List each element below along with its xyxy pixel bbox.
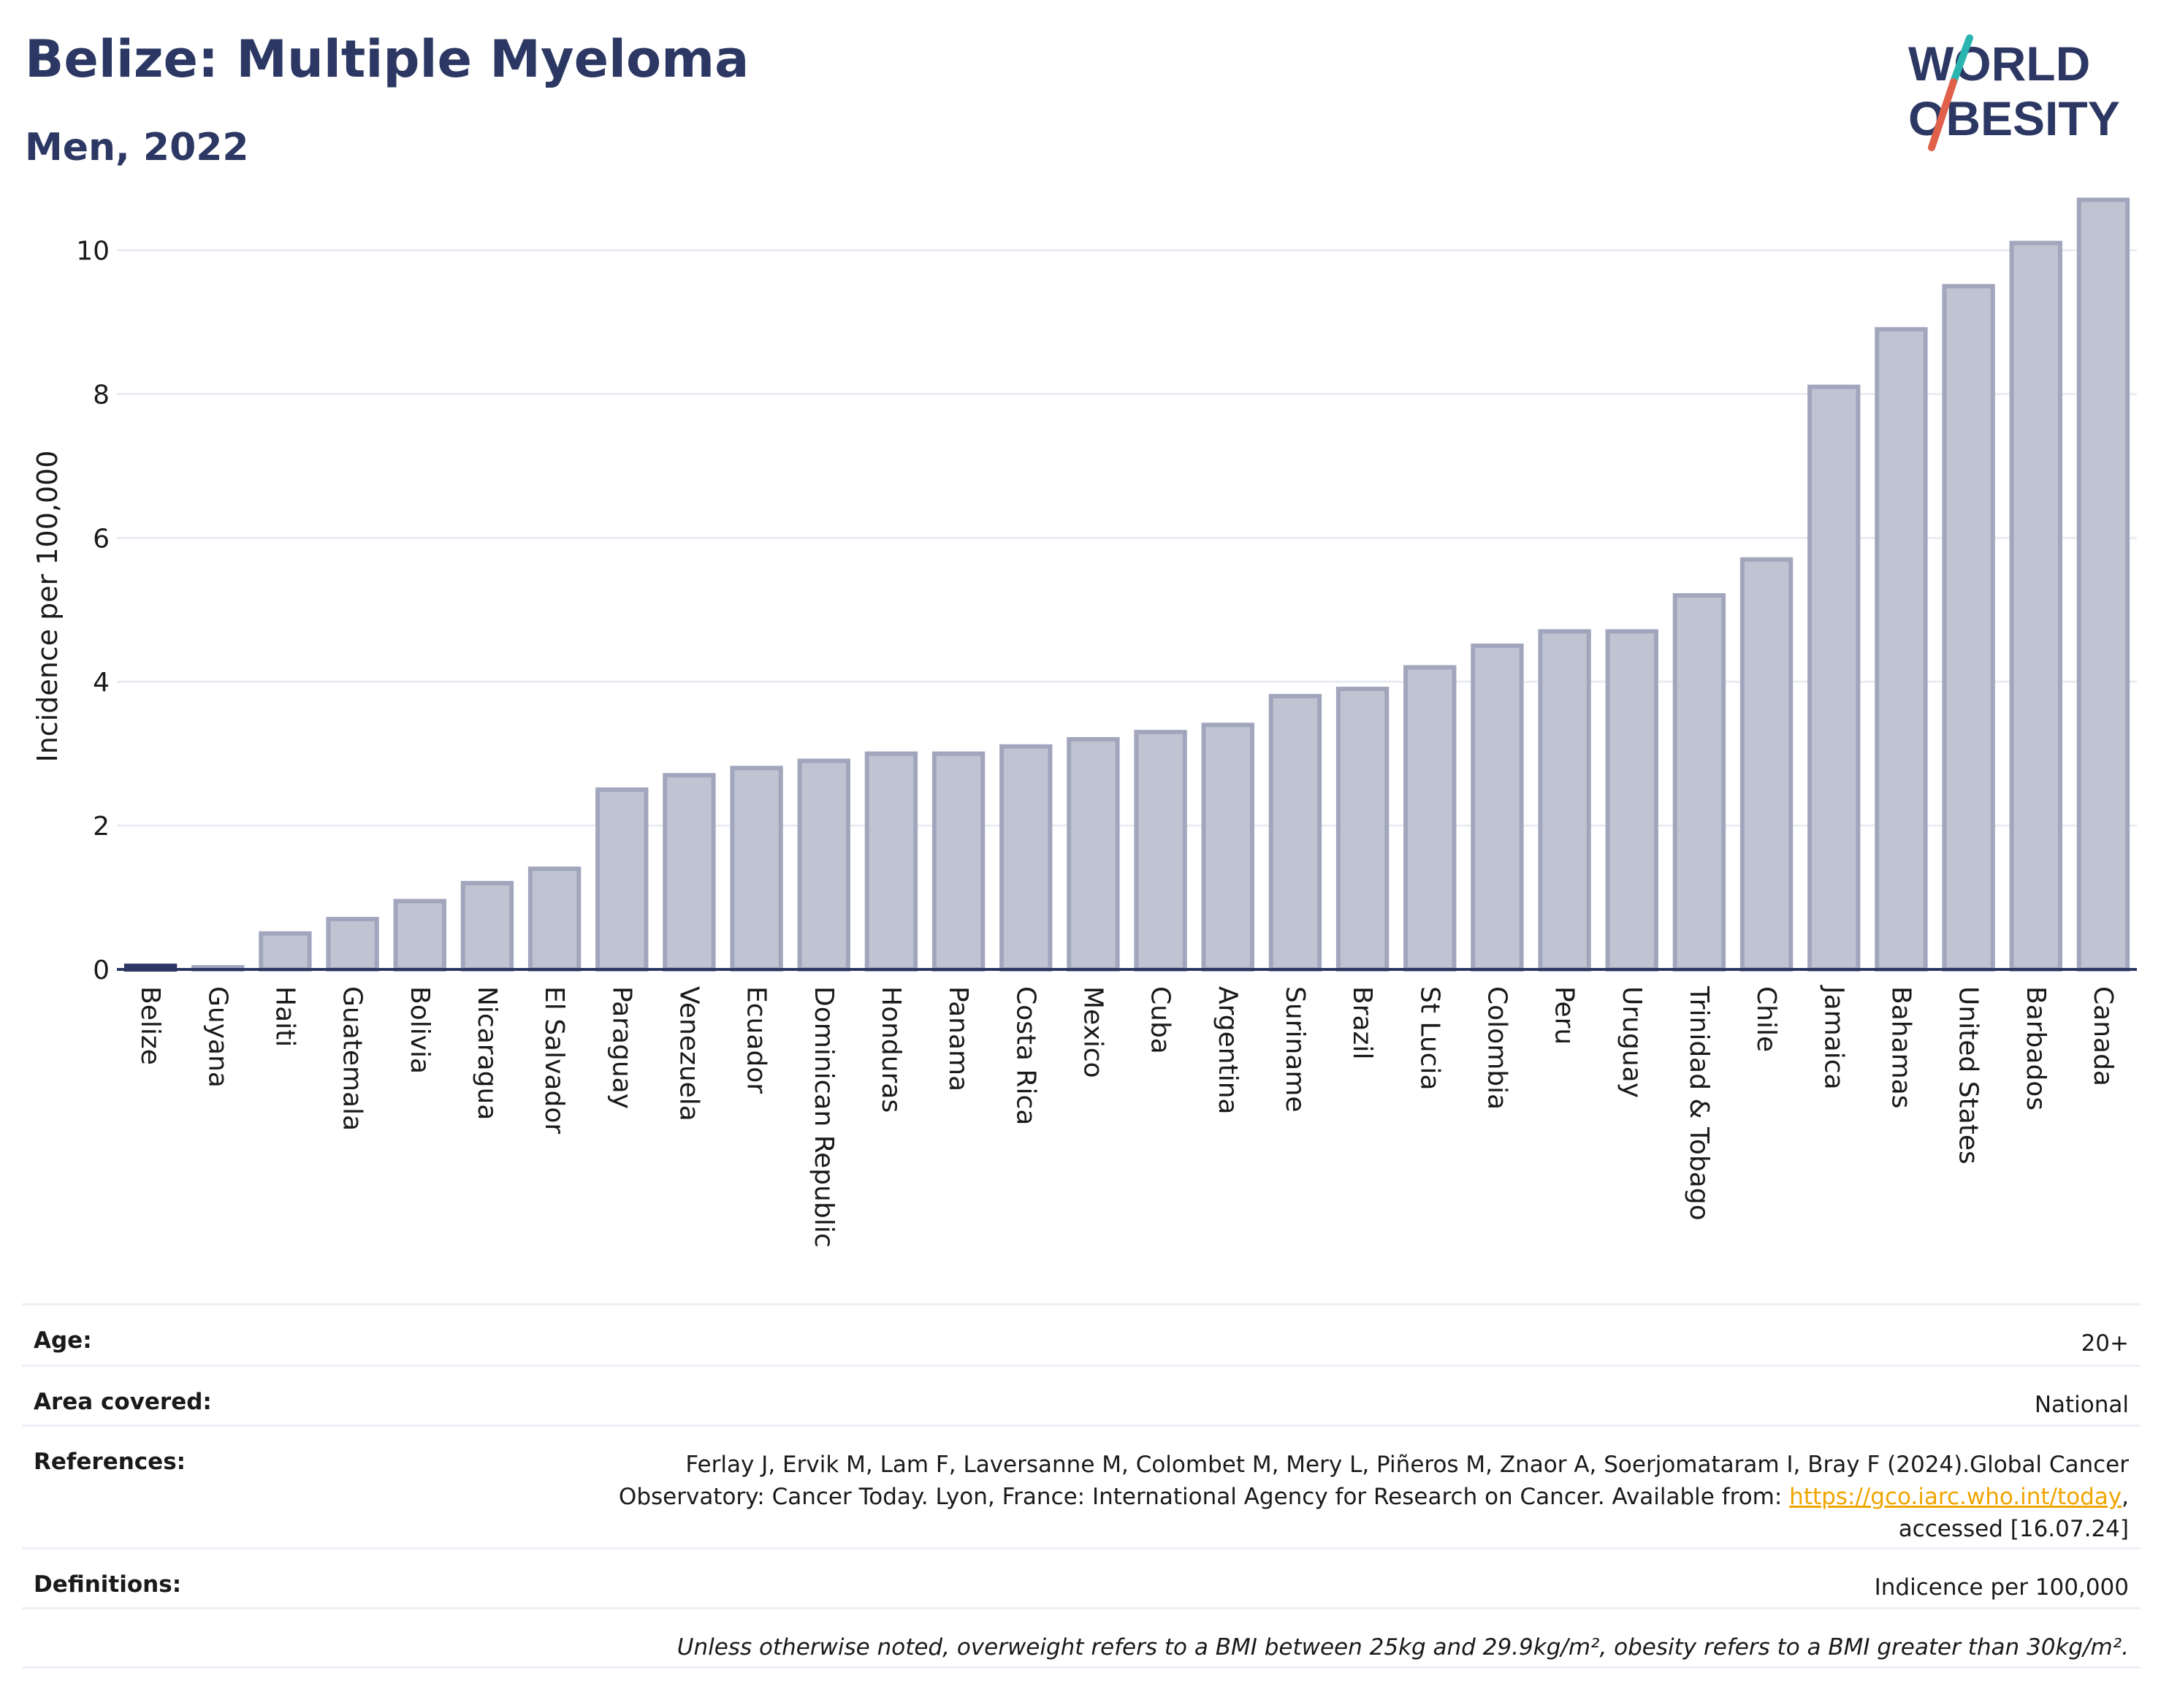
x-tick-label: Panama [943,986,973,1091]
x-tick-label: Colombia [1482,986,1512,1110]
x-tick-label: Mexico [1078,986,1108,1078]
y-tick-label: 4 [93,668,110,698]
bar-chile [1739,557,1794,972]
x-tick-label: Bolivia [405,986,435,1074]
age-label: Age: [34,1327,92,1354]
definitions-value: Indicence per 100,000 [1874,1574,2129,1601]
bar-uruguay [1605,629,1658,972]
x-tick-label: Argentina [1213,986,1243,1115]
references-row: References: Ferlay J, Ervik M, Lam F, La… [22,1425,2141,1547]
age-value: 20+ [2081,1330,2129,1357]
x-tick-label: St Lucia [1414,986,1444,1091]
y-axis-label: Incidence per 100,000 [31,450,64,762]
bar-panama [931,751,986,972]
y-tick-label: 10 [76,236,110,266]
x-tick-label: Belize [135,986,165,1065]
references-line1: Ferlay J, Ervik M, Lam F, Laversanne M, … [685,1452,2129,1478]
bar-brazil [1335,687,1390,972]
bar-cuba [1134,730,1187,972]
bmi-note: Unless otherwise noted, overweight refer… [676,1634,2129,1661]
x-tick-label: United States [1954,986,1983,1164]
bar-jamaica [1807,384,1861,972]
x-tick-label: Haiti [270,986,300,1047]
y-tick-label: 8 [93,380,110,410]
y-tick-label: 2 [93,812,110,842]
area-label: Area covered: [34,1389,212,1415]
bar-suriname [1268,693,1322,972]
x-tick-label: Nicaragua [472,986,502,1120]
bar-argentina [1201,723,1254,972]
x-tick-label: Jamaica [1818,985,1848,1090]
bar-colombia [1471,643,1524,972]
chart-subtitle: Men, 2022 [25,126,249,169]
references-link[interactable]: https://gco.iarc.who.int/today [1789,1484,2122,1510]
bar-barbados [2009,240,2062,972]
bar-honduras [864,751,918,972]
bar-bolivia [393,899,446,972]
bar-venezuela [663,773,716,972]
x-tick-label: Peru [1550,986,1579,1045]
world-obesity-logo: WORLD OBESITY [1908,34,2120,151]
x-tick-label: Venezuela [674,986,704,1121]
x-tick-label: Chile [1751,986,1781,1052]
x-tick-label: Brazil [1347,986,1377,1059]
x-tick-label: Trinidad & Tobago [1684,985,1714,1221]
bar-united-states [1942,283,1995,972]
bar-nicaragua [460,880,514,972]
bar-peru [1538,629,1591,972]
bar-bahamas [1875,327,1928,972]
references-label: References: [34,1449,186,1475]
x-tick-label: Guyana [202,986,232,1088]
bar-dominican-republic [797,758,850,972]
bar-chart: 0 2 4 6 8 10 Belize Guyana Haiti Guatemala Bolivia… [31,197,2137,1248]
references-line3: accessed [16.07.24] [1898,1516,2129,1542]
bar-el-salvador [527,866,582,972]
x-tick-label: Cuba [1146,986,1175,1054]
x-tick-label: Costa Rica [1010,986,1040,1125]
x-tick-label: El Salvador [539,986,569,1134]
bar-st-lucia [1403,665,1457,972]
x-tick-label: Guatemala [338,986,367,1131]
definitions-row: Definitions: Indicence per 100,000 [22,1547,2141,1607]
note-row: Unless otherwise noted, overweight refer… [22,1607,2141,1669]
x-tick-label: Honduras [876,986,906,1113]
y-tick-label: 6 [93,524,110,554]
chart-title: Belize: Multiple Myeloma [25,29,750,89]
x-tick-label: Uruguay [1617,986,1647,1098]
definitions-label: Definitions: [34,1571,182,1598]
x-tick-label: Paraguay [606,986,636,1109]
x-tick-label: Canada [2088,986,2118,1086]
x-tick-label: Dominican Republic [809,986,839,1248]
x-tick-label: Bahamas [1886,986,1916,1109]
area-value: National [2034,1392,2129,1418]
logo-line1: WORLD [1908,37,2090,91]
metadata-table: Age: 20+ Area covered: National Referenc… [22,1303,2141,1669]
bar-guatemala [326,917,379,972]
bar-haiti [259,931,312,972]
area-row: Area covered: National [22,1365,2141,1425]
bar-ecuador [730,766,783,972]
references-line2-end: , [2122,1484,2129,1510]
bar-mexico [1067,736,1120,972]
bar-costa-rica [999,744,1053,972]
x-tick-label: Ecuador [742,986,771,1094]
bar-paraguay [595,787,649,972]
x-tick-label: Suriname [1280,986,1310,1113]
x-tick-label: Barbados [2021,986,2051,1110]
bar-canada [2076,197,2130,972]
bar-trinidad-tobago [1672,593,1726,972]
references-value: Ferlay J, Ervik M, Lam F, Laversanne M, … [619,1449,2129,1545]
references-line2: Observatory: Cancer Today. Lyon, France:… [619,1481,2129,1513]
references-line2-text: Observatory: Cancer Today. Lyon, France:… [618,1484,1790,1510]
y-tick-label: 0 [93,956,110,985]
age-row: Age: 20+ [22,1303,2141,1365]
